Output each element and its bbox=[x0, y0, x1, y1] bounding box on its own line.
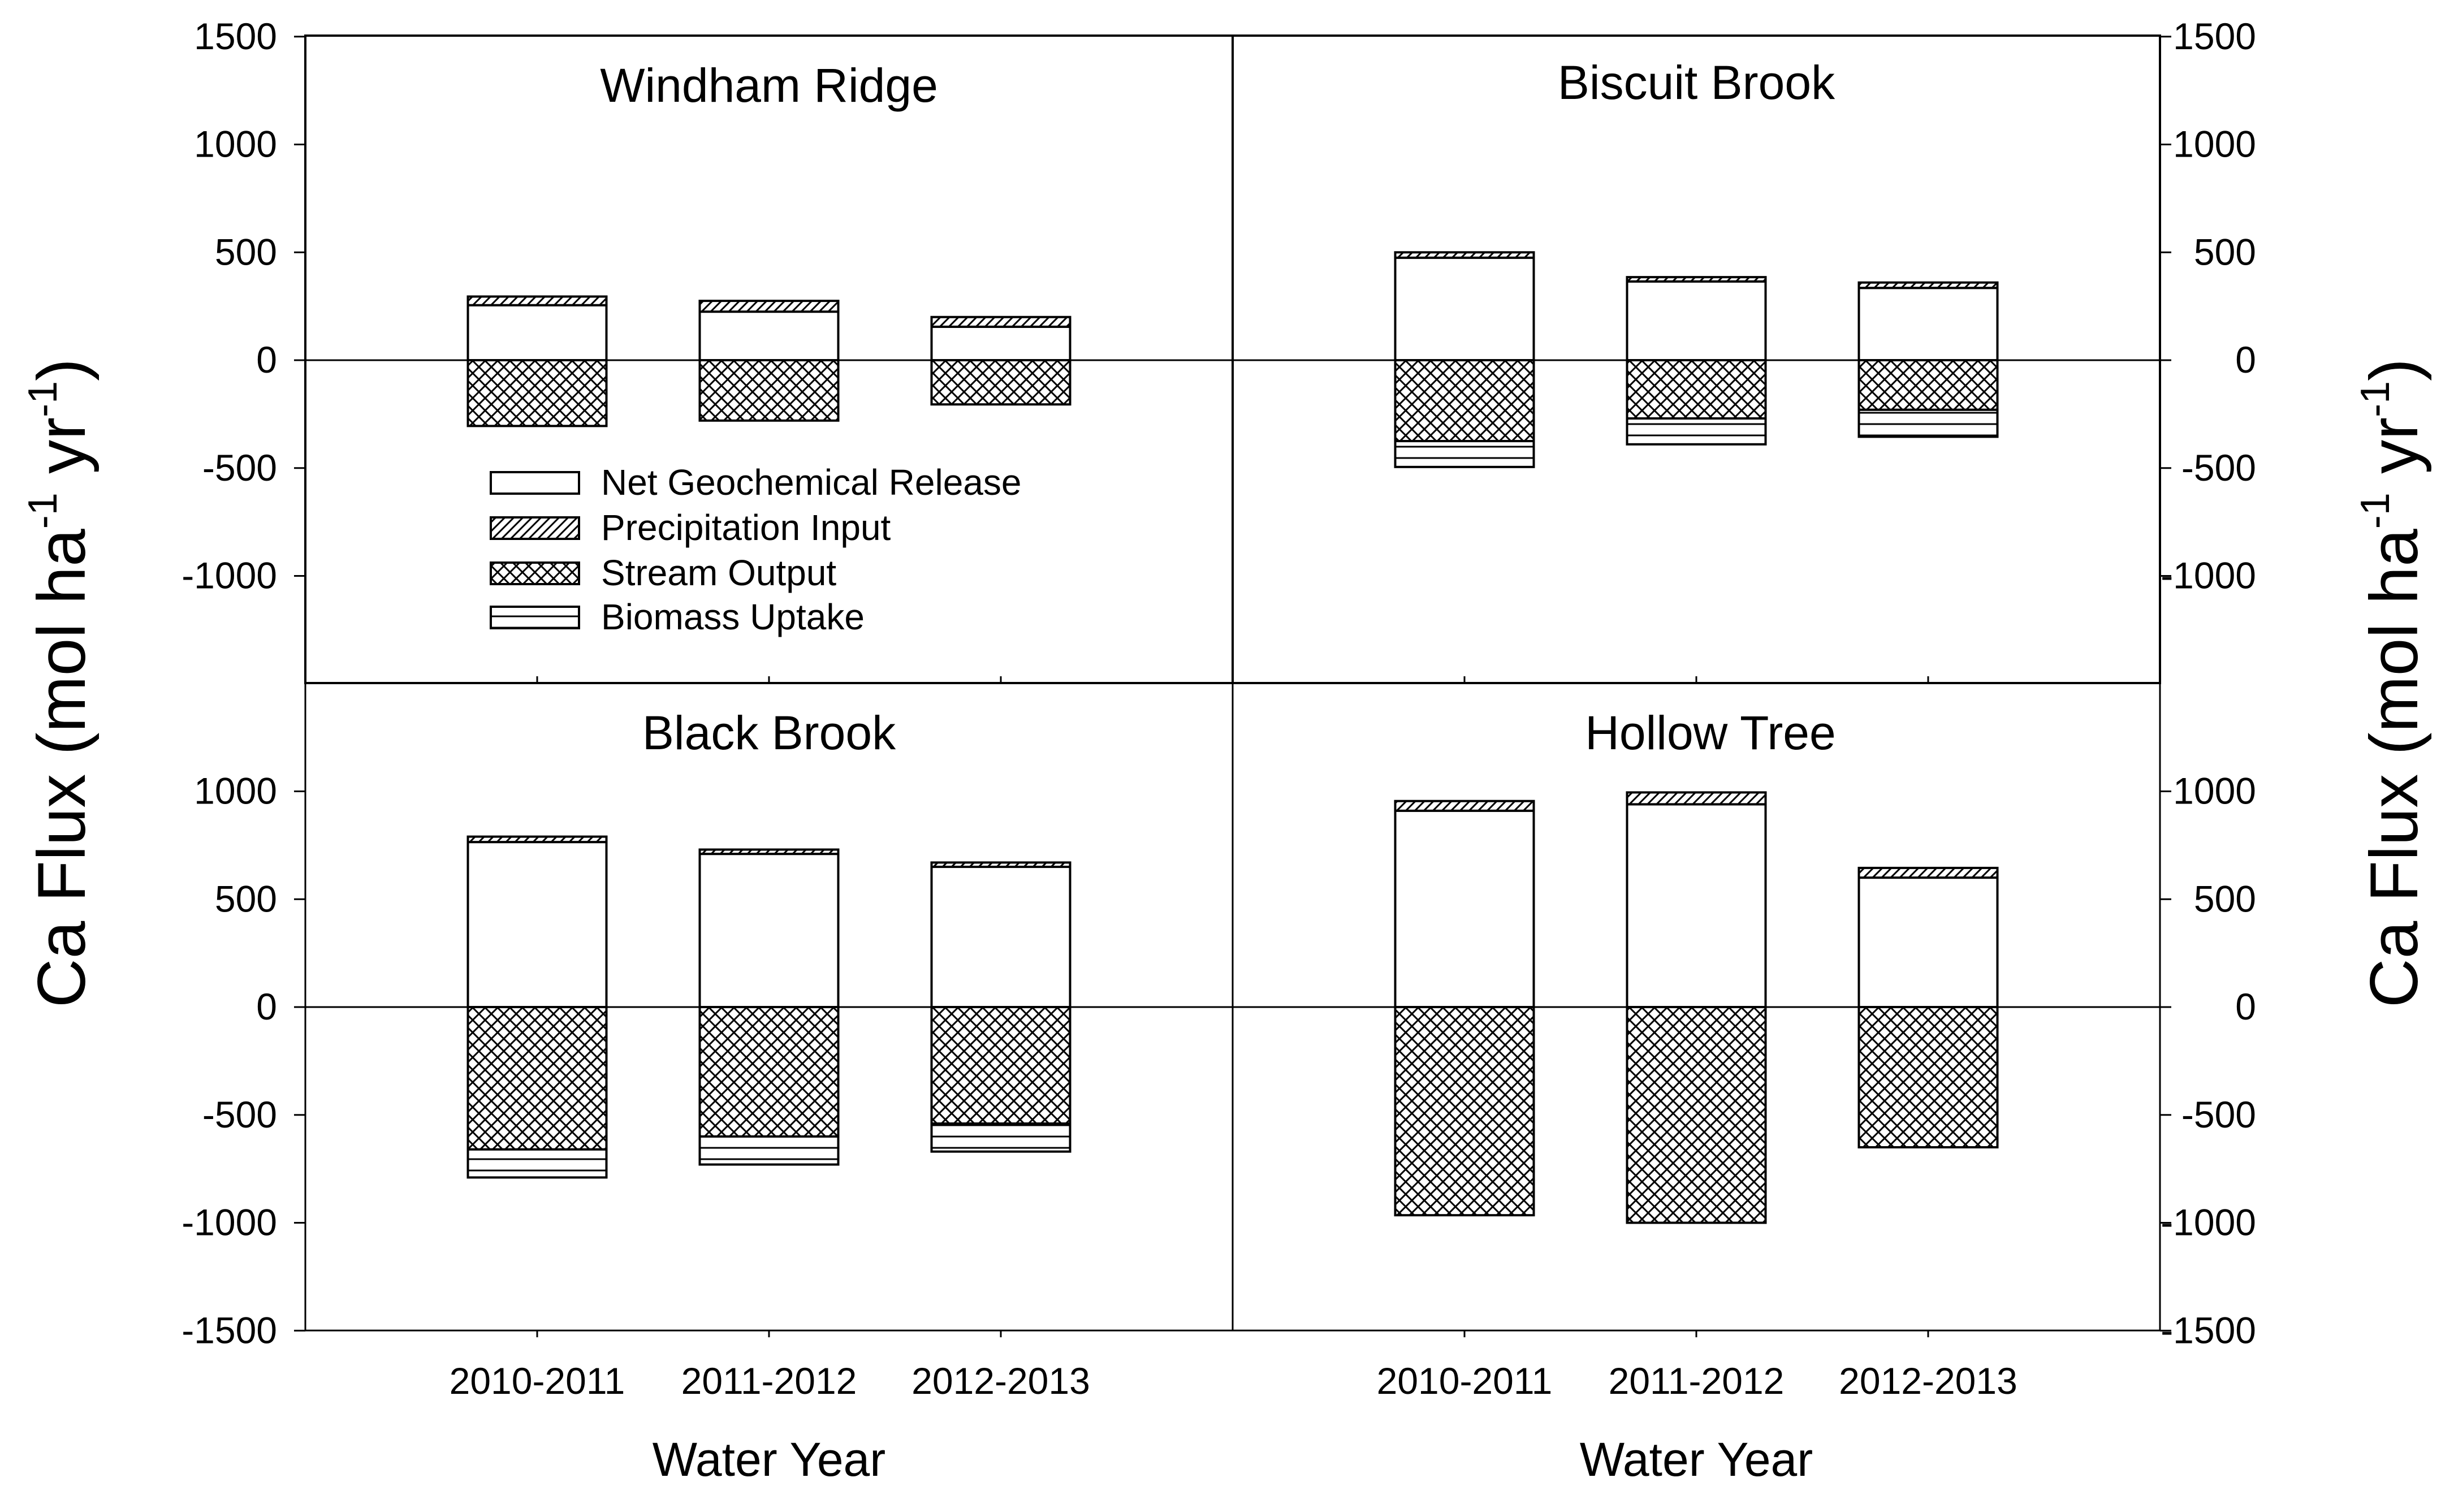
y-tick-label: -500 bbox=[2181, 447, 2256, 489]
legend-swatch-biomass bbox=[490, 606, 580, 629]
bar-stream-2012-2013 bbox=[1857, 359, 1999, 411]
bar-precip-2012-2013 bbox=[930, 861, 1072, 869]
x-tick-label: 2011-2012 bbox=[681, 1360, 857, 1402]
y-tick-label: -1500 bbox=[182, 1309, 277, 1351]
bar-stream-2010-2011 bbox=[1394, 1006, 1535, 1217]
y-tick-label: 0 bbox=[256, 986, 277, 1027]
bar-stream-2011-2012 bbox=[1626, 359, 1767, 420]
y-tick-label: -1000 bbox=[2161, 555, 2256, 597]
y-tick-label: -500 bbox=[202, 447, 277, 489]
bar-stream-2010-2011 bbox=[466, 359, 608, 427]
panel-biscuit-brook: Biscuit Brook bbox=[1232, 34, 2161, 684]
bar-net-release-2012-2013 bbox=[1857, 287, 1999, 362]
y-tick-label: 1000 bbox=[2173, 770, 2256, 812]
bar-net-release-2010-2011 bbox=[466, 841, 608, 1008]
y-tick-label: 1000 bbox=[2173, 123, 2256, 165]
y-tick-label: -500 bbox=[202, 1094, 277, 1135]
bar-stream-2011-2012 bbox=[698, 1006, 840, 1138]
x-tick-label: 2012-2013 bbox=[1839, 1360, 2017, 1402]
legend-swatch-net-release bbox=[490, 471, 580, 495]
y-tick-label: 1000 bbox=[194, 770, 277, 812]
bar-precip-2012-2013 bbox=[1857, 866, 1999, 879]
bar-biomass-2010-2011 bbox=[1394, 440, 1535, 468]
bar-stream-2012-2013 bbox=[1857, 1006, 1999, 1148]
y-tick-label: 500 bbox=[215, 878, 277, 919]
y-tick-label: 500 bbox=[2194, 231, 2256, 273]
y-tick-label: -1500 bbox=[2161, 1309, 2256, 1351]
bar-net-release-2012-2013 bbox=[930, 325, 1072, 361]
x-axis-label-left: Water Year bbox=[653, 1433, 885, 1486]
x-tick-label: 2011-2012 bbox=[1609, 1360, 1785, 1402]
panel-hollow-tree: Hollow Tree bbox=[1232, 682, 2161, 1332]
bar-precip-2010-2011 bbox=[466, 295, 608, 306]
bar-group bbox=[1233, 791, 2160, 1224]
legend: Net Geochemical Release Precipitation In… bbox=[490, 462, 1021, 637]
panel-windham-ridge: Windham Ridge bbox=[304, 34, 1234, 684]
bar-biomass-2012-2013 bbox=[1857, 408, 1999, 438]
panel-black-brook: Black Brook bbox=[304, 682, 1234, 1332]
y-tick-label: -1000 bbox=[2161, 1202, 2256, 1243]
bar-net-release-2012-2013 bbox=[930, 866, 1072, 1009]
y-tick-label: -500 bbox=[2181, 1094, 2256, 1135]
bar-net-release-2012-2013 bbox=[1857, 876, 1999, 1008]
bar-stream-2011-2012 bbox=[698, 359, 840, 422]
y-tick-label: 1000 bbox=[194, 123, 277, 165]
bar-stream-2012-2013 bbox=[930, 1006, 1072, 1125]
bar-precip-2010-2011 bbox=[466, 835, 608, 844]
bar-group bbox=[1233, 251, 2160, 468]
bar-net-release-2011-2012 bbox=[1626, 280, 1767, 361]
x-axis-label-right: Water Year bbox=[1580, 1433, 1813, 1486]
bar-stream-2011-2012 bbox=[1626, 1006, 1767, 1224]
y-tick-label: 500 bbox=[215, 231, 277, 273]
x-tick-label: 2012-2013 bbox=[911, 1360, 1090, 1402]
bar-net-release-2011-2012 bbox=[698, 310, 840, 361]
bar-net-release-2011-2012 bbox=[1626, 803, 1767, 1008]
y-tick-label: -1000 bbox=[182, 555, 277, 597]
bar-stream-2010-2011 bbox=[466, 1006, 608, 1151]
bar-group bbox=[305, 835, 1233, 1179]
y-tick-label: 500 bbox=[2194, 878, 2256, 919]
bar-biomass-2011-2012 bbox=[1626, 417, 1767, 446]
bar-net-release-2010-2011 bbox=[1394, 256, 1535, 361]
legend-label-net-release: Net Geochemical Release bbox=[601, 462, 1021, 503]
bar-stream-2010-2011 bbox=[1394, 359, 1535, 443]
y-axis-label-right: Ca Flux (mol ha-1 yr-1) bbox=[2353, 358, 2432, 1008]
bar-precip-2012-2013 bbox=[1857, 281, 1999, 290]
legend-swatch-precip bbox=[490, 516, 580, 540]
bar-precip-2010-2011 bbox=[1394, 251, 1535, 259]
x-tick-label: 2010-2011 bbox=[1377, 1360, 1553, 1402]
panel-title: Windham Ridge bbox=[600, 59, 938, 112]
legend-label-biomass: Biomass Uptake bbox=[601, 597, 865, 637]
y-tick-label: 1500 bbox=[194, 15, 277, 57]
axes-group: 1500 1000 500 0 -500 -1000 1500 1000 500 0 -500 -10… bbox=[182, 15, 2256, 1402]
bar-biomass-2010-2011 bbox=[466, 1148, 608, 1179]
y-tick-label: 0 bbox=[2235, 986, 2256, 1027]
bar-net-release-2010-2011 bbox=[1394, 809, 1535, 1008]
bar-precip-2011-2012 bbox=[1626, 791, 1767, 806]
bar-precip-2011-2012 bbox=[698, 848, 840, 856]
bar-stream-2012-2013 bbox=[930, 359, 1072, 406]
bar-precip-2011-2012 bbox=[698, 300, 840, 313]
y-tick-label: 0 bbox=[256, 339, 277, 381]
panel-title: Biscuit Brook bbox=[1558, 56, 1835, 109]
bar-net-release-2010-2011 bbox=[466, 304, 608, 362]
bar-net-release-2011-2012 bbox=[698, 853, 840, 1008]
y-tick-label: 1500 bbox=[2173, 15, 2256, 57]
y-tick-label: -1000 bbox=[182, 1202, 277, 1243]
bar-biomass-2012-2013 bbox=[930, 1122, 1072, 1153]
legend-label-precip: Precipitation Input bbox=[601, 507, 891, 548]
bar-precip-2011-2012 bbox=[1626, 276, 1767, 283]
y-axis-label-left: Ca Flux (mol ha-1 yr-1) bbox=[20, 358, 100, 1008]
bar-precip-2012-2013 bbox=[930, 316, 1072, 328]
x-tick-label: 2010-2011 bbox=[450, 1360, 625, 1402]
panel-title: Hollow Tree bbox=[1585, 706, 1836, 759]
legend-swatch-stream bbox=[490, 561, 580, 585]
panel-title: Black Brook bbox=[642, 706, 896, 759]
bar-precip-2010-2011 bbox=[1394, 800, 1535, 812]
y-tick-label: 0 bbox=[2235, 339, 2256, 381]
bar-group bbox=[305, 295, 1233, 427]
legend-label-stream: Stream Output bbox=[601, 552, 836, 593]
bar-biomass-2011-2012 bbox=[698, 1135, 840, 1166]
